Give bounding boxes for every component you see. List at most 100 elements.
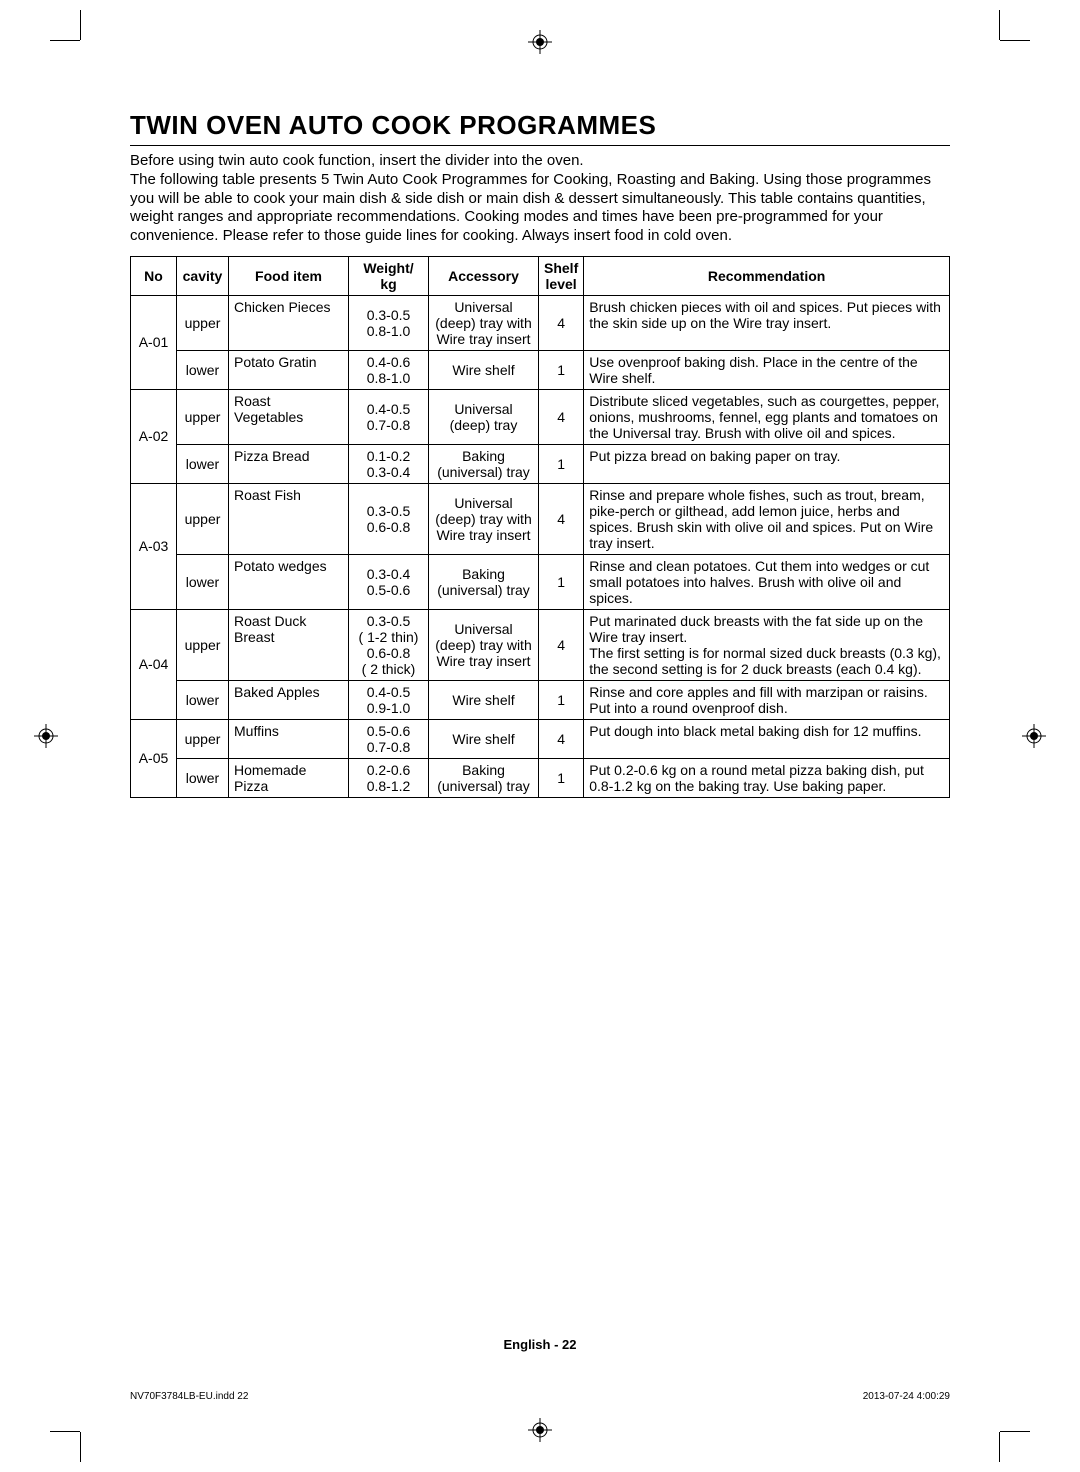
cell-rec: Put 0.2-0.6 kg on a round metal pizza ba… xyxy=(584,758,950,797)
table-row: lowerPizza Bread0.1-0.2 0.3-0.4Baking (u… xyxy=(131,444,950,483)
page-title: TWIN OVEN AUTO COOK PROGRAMMES xyxy=(130,110,950,146)
cell-shelf: 4 xyxy=(539,719,584,758)
cell-cavity: upper xyxy=(177,609,229,680)
cell-cavity: lower xyxy=(177,350,229,389)
col-food: Food item xyxy=(229,256,349,295)
cell-rec: Brush chicken pieces with oil and spices… xyxy=(584,295,950,350)
col-cavity: cavity xyxy=(177,256,229,295)
cell-weight: 0.3-0.5 ( 1-2 thin) 0.6-0.8 ( 2 thick) xyxy=(349,609,429,680)
cell-food: Chicken Pieces xyxy=(229,295,349,350)
cell-weight: 0.3-0.5 0.8-1.0 xyxy=(349,295,429,350)
cell-shelf: 4 xyxy=(539,609,584,680)
cell-accessory: Wire shelf xyxy=(429,719,539,758)
cell-rec: Use ovenproof baking dish. Place in the … xyxy=(584,350,950,389)
cell-weight: 0.2-0.6 0.8-1.2 xyxy=(349,758,429,797)
registration-mark-icon xyxy=(34,724,58,748)
cell-shelf: 4 xyxy=(539,389,584,444)
cell-rec: Distribute sliced vegetables, such as co… xyxy=(584,389,950,444)
intro-paragraph: Before using twin auto cook function, in… xyxy=(130,152,950,246)
cell-shelf: 4 xyxy=(539,483,584,554)
crop-mark xyxy=(999,1432,1000,1462)
col-rec: Recommendation xyxy=(584,256,950,295)
cell-accessory: Universal (deep) tray with Wire tray ins… xyxy=(429,609,539,680)
table-header-row: No cavity Food item Weight/ kg Accessory… xyxy=(131,256,950,295)
cell-accessory: Universal (deep) tray with Wire tray ins… xyxy=(429,295,539,350)
cell-food: Potato Gratin xyxy=(229,350,349,389)
cell-cavity: upper xyxy=(177,719,229,758)
table-row: A-03upperRoast Fish0.3-0.5 0.6-0.8Univer… xyxy=(131,483,950,554)
cell-weight: 0.4-0.5 0.9-1.0 xyxy=(349,680,429,719)
col-weight: Weight/ kg xyxy=(349,256,429,295)
cell-accessory: Universal (deep) tray with Wire tray ins… xyxy=(429,483,539,554)
cell-accessory: Wire shelf xyxy=(429,350,539,389)
cell-rec: Put marinated duck breasts with the fat … xyxy=(584,609,950,680)
col-accessory: Accessory xyxy=(429,256,539,295)
cell-shelf: 4 xyxy=(539,295,584,350)
table-row: lowerPotato wedges0.3-0.4 0.5-0.6Baking … xyxy=(131,554,950,609)
cell-cavity: upper xyxy=(177,295,229,350)
crop-mark xyxy=(80,10,81,40)
cell-rec: Rinse and prepare whole ﬁshes, such as t… xyxy=(584,483,950,554)
cell-shelf: 1 xyxy=(539,758,584,797)
cell-cavity: lower xyxy=(177,680,229,719)
cell-food: Roast Vegetables xyxy=(229,389,349,444)
col-no: No xyxy=(131,256,177,295)
page-content: TWIN OVEN AUTO COOK PROGRAMMES Before us… xyxy=(130,110,950,798)
cell-weight: 0.1-0.2 0.3-0.4 xyxy=(349,444,429,483)
cell-no: A-05 xyxy=(131,719,177,797)
cell-shelf: 1 xyxy=(539,554,584,609)
cell-cavity: lower xyxy=(177,554,229,609)
col-shelf: Shelf level xyxy=(539,256,584,295)
table-row: lowerBaked Apples0.4-0.5 0.9-1.0Wire she… xyxy=(131,680,950,719)
cell-weight: 0.3-0.4 0.5-0.6 xyxy=(349,554,429,609)
registration-mark-icon xyxy=(1022,724,1046,748)
cell-food: Roast Duck Breast xyxy=(229,609,349,680)
cell-rec: Put dough into black metal baking dish f… xyxy=(584,719,950,758)
cell-no: A-03 xyxy=(131,483,177,609)
cell-shelf: 1 xyxy=(539,680,584,719)
footline-right: 2013-07-24 4:00:29 xyxy=(863,1391,950,1402)
crop-mark xyxy=(1000,40,1030,41)
table-row: lowerHomemade Pizza0.2-0.6 0.8-1.2Baking… xyxy=(131,758,950,797)
cell-food: Baked Apples xyxy=(229,680,349,719)
cell-rec: Put pizza bread on baking paper on tray. xyxy=(584,444,950,483)
cell-no: A-02 xyxy=(131,389,177,483)
crop-mark xyxy=(80,1432,81,1462)
cell-accessory: Baking (universal) tray xyxy=(429,758,539,797)
table-row: A-05upperMuffins0.5-0.6 0.7-0.8Wire shel… xyxy=(131,719,950,758)
cell-food: Muffins xyxy=(229,719,349,758)
cell-cavity: upper xyxy=(177,483,229,554)
cell-accessory: Wire shelf xyxy=(429,680,539,719)
cell-weight: 0.4-0.6 0.8-1.0 xyxy=(349,350,429,389)
registration-mark-icon xyxy=(528,30,552,54)
table-row: A-01upperChicken Pieces0.3-0.5 0.8-1.0Un… xyxy=(131,295,950,350)
cell-weight: 0.3-0.5 0.6-0.8 xyxy=(349,483,429,554)
crop-mark xyxy=(999,10,1000,40)
cell-shelf: 1 xyxy=(539,350,584,389)
table-row: A-02upperRoast Vegetables0.4-0.5 0.7-0.8… xyxy=(131,389,950,444)
footline-left: NV70F3784LB-EU.indd 22 xyxy=(130,1391,248,1402)
cook-programmes-table: No cavity Food item Weight/ kg Accessory… xyxy=(130,256,950,798)
cell-food: Potato wedges xyxy=(229,554,349,609)
registration-mark-icon xyxy=(528,1418,552,1442)
cell-food: Homemade Pizza xyxy=(229,758,349,797)
cell-weight: 0.4-0.5 0.7-0.8 xyxy=(349,389,429,444)
crop-mark xyxy=(50,40,80,41)
table-row: A-04upperRoast Duck Breast0.3-0.5 ( 1-2 … xyxy=(131,609,950,680)
cell-food: Pizza Bread xyxy=(229,444,349,483)
cell-shelf: 1 xyxy=(539,444,584,483)
cell-rec: Rinse and core apples and ﬁll with marzi… xyxy=(584,680,950,719)
crop-mark xyxy=(50,1431,80,1432)
cell-weight: 0.5-0.6 0.7-0.8 xyxy=(349,719,429,758)
cell-accessory: Universal (deep) tray xyxy=(429,389,539,444)
cell-accessory: Baking (universal) tray xyxy=(429,444,539,483)
cell-cavity: lower xyxy=(177,758,229,797)
cell-cavity: lower xyxy=(177,444,229,483)
cell-accessory: Baking (universal) tray xyxy=(429,554,539,609)
cell-no: A-01 xyxy=(131,295,177,389)
page-footer: English - 22 xyxy=(0,1337,1080,1352)
print-footline: NV70F3784LB-EU.indd 22 2013-07-24 4:00:2… xyxy=(130,1391,950,1402)
cell-rec: Rinse and clean potatoes. Cut them into … xyxy=(584,554,950,609)
table-row: lowerPotato Gratin0.4-0.6 0.8-1.0Wire sh… xyxy=(131,350,950,389)
cell-cavity: upper xyxy=(177,389,229,444)
